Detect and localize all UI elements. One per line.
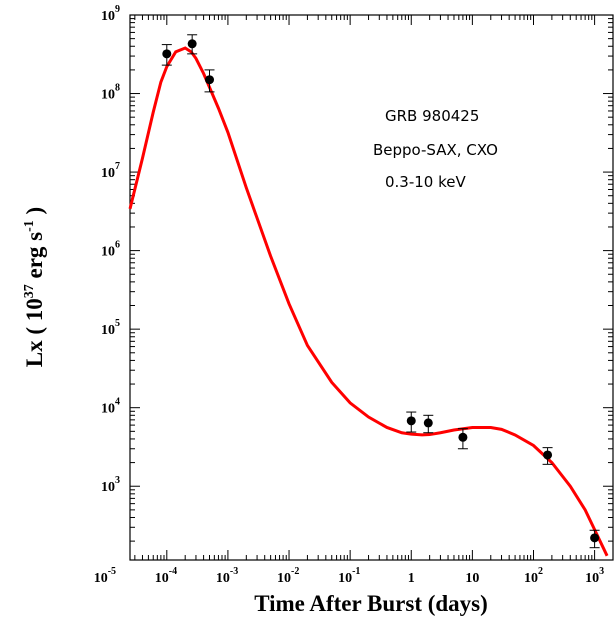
annotation-title: GRB 980425 <box>385 107 479 125</box>
point-marker <box>406 416 416 426</box>
y-tick-label: 105 <box>101 318 120 338</box>
y-tick-label: 108 <box>101 83 120 103</box>
point-marker <box>162 49 172 59</box>
point-marker <box>543 450 553 460</box>
point-marker <box>590 533 600 543</box>
data-points <box>161 34 600 549</box>
data-point <box>161 44 172 66</box>
y-axis-title: Lx ( 1037 erg s-1 ) <box>22 207 47 367</box>
model-curve <box>128 46 609 557</box>
point-marker <box>423 418 433 428</box>
x-tick-label: 10-1 <box>338 566 360 586</box>
y-tick-label: 103 <box>101 475 120 495</box>
x-tick-label: 10 <box>465 571 479 586</box>
annotation-energy-band: 0.3-10 keV <box>385 173 467 191</box>
x-tick-label: 10-4 <box>155 566 177 586</box>
data-point <box>589 529 600 549</box>
y-axis-title-middle: erg s <box>22 232 47 284</box>
x-tick-label: 103 <box>585 566 604 586</box>
data-point <box>406 411 417 433</box>
x-axis-title: Time After Burst (days) <box>254 591 488 616</box>
data-point <box>187 34 198 55</box>
plot-frame <box>129 14 614 561</box>
point-marker <box>205 75 215 85</box>
y-axis-title-prefix: Lx ( 10 <box>22 298 47 367</box>
axis-ticks <box>130 15 614 560</box>
x-tick-label: 10-5 <box>94 566 116 586</box>
y-tick-label: 109 <box>101 4 120 24</box>
point-marker <box>458 432 468 442</box>
x-tick-labels: 10-5 10-4 10-3 10-2 10-1 1 10 102 103 <box>94 566 604 586</box>
x-tick-label: 102 <box>524 566 543 586</box>
data-point <box>423 414 434 434</box>
y-axis-title-suffix: ) <box>22 207 47 220</box>
data-point <box>204 69 215 93</box>
y-tick-label: 104 <box>101 397 120 417</box>
data-point <box>542 447 553 465</box>
y-axis-title-exp1: 37 <box>22 284 37 298</box>
point-marker <box>187 39 197 49</box>
x-tick-label: 1 <box>408 571 415 586</box>
x-tick-label: 10-3 <box>216 566 238 586</box>
y-tick-label: 107 <box>101 161 120 181</box>
data-point <box>457 428 468 450</box>
y-tick-labels: 103 104 105 106 107 108 109 <box>101 4 120 495</box>
y-tick-label: 106 <box>101 240 120 260</box>
y-axis-title-exp2: -1 <box>22 220 37 232</box>
annotation-instruments: Beppo-SAX, CXO <box>373 141 498 159</box>
x-tick-label: 10-2 <box>277 566 299 586</box>
